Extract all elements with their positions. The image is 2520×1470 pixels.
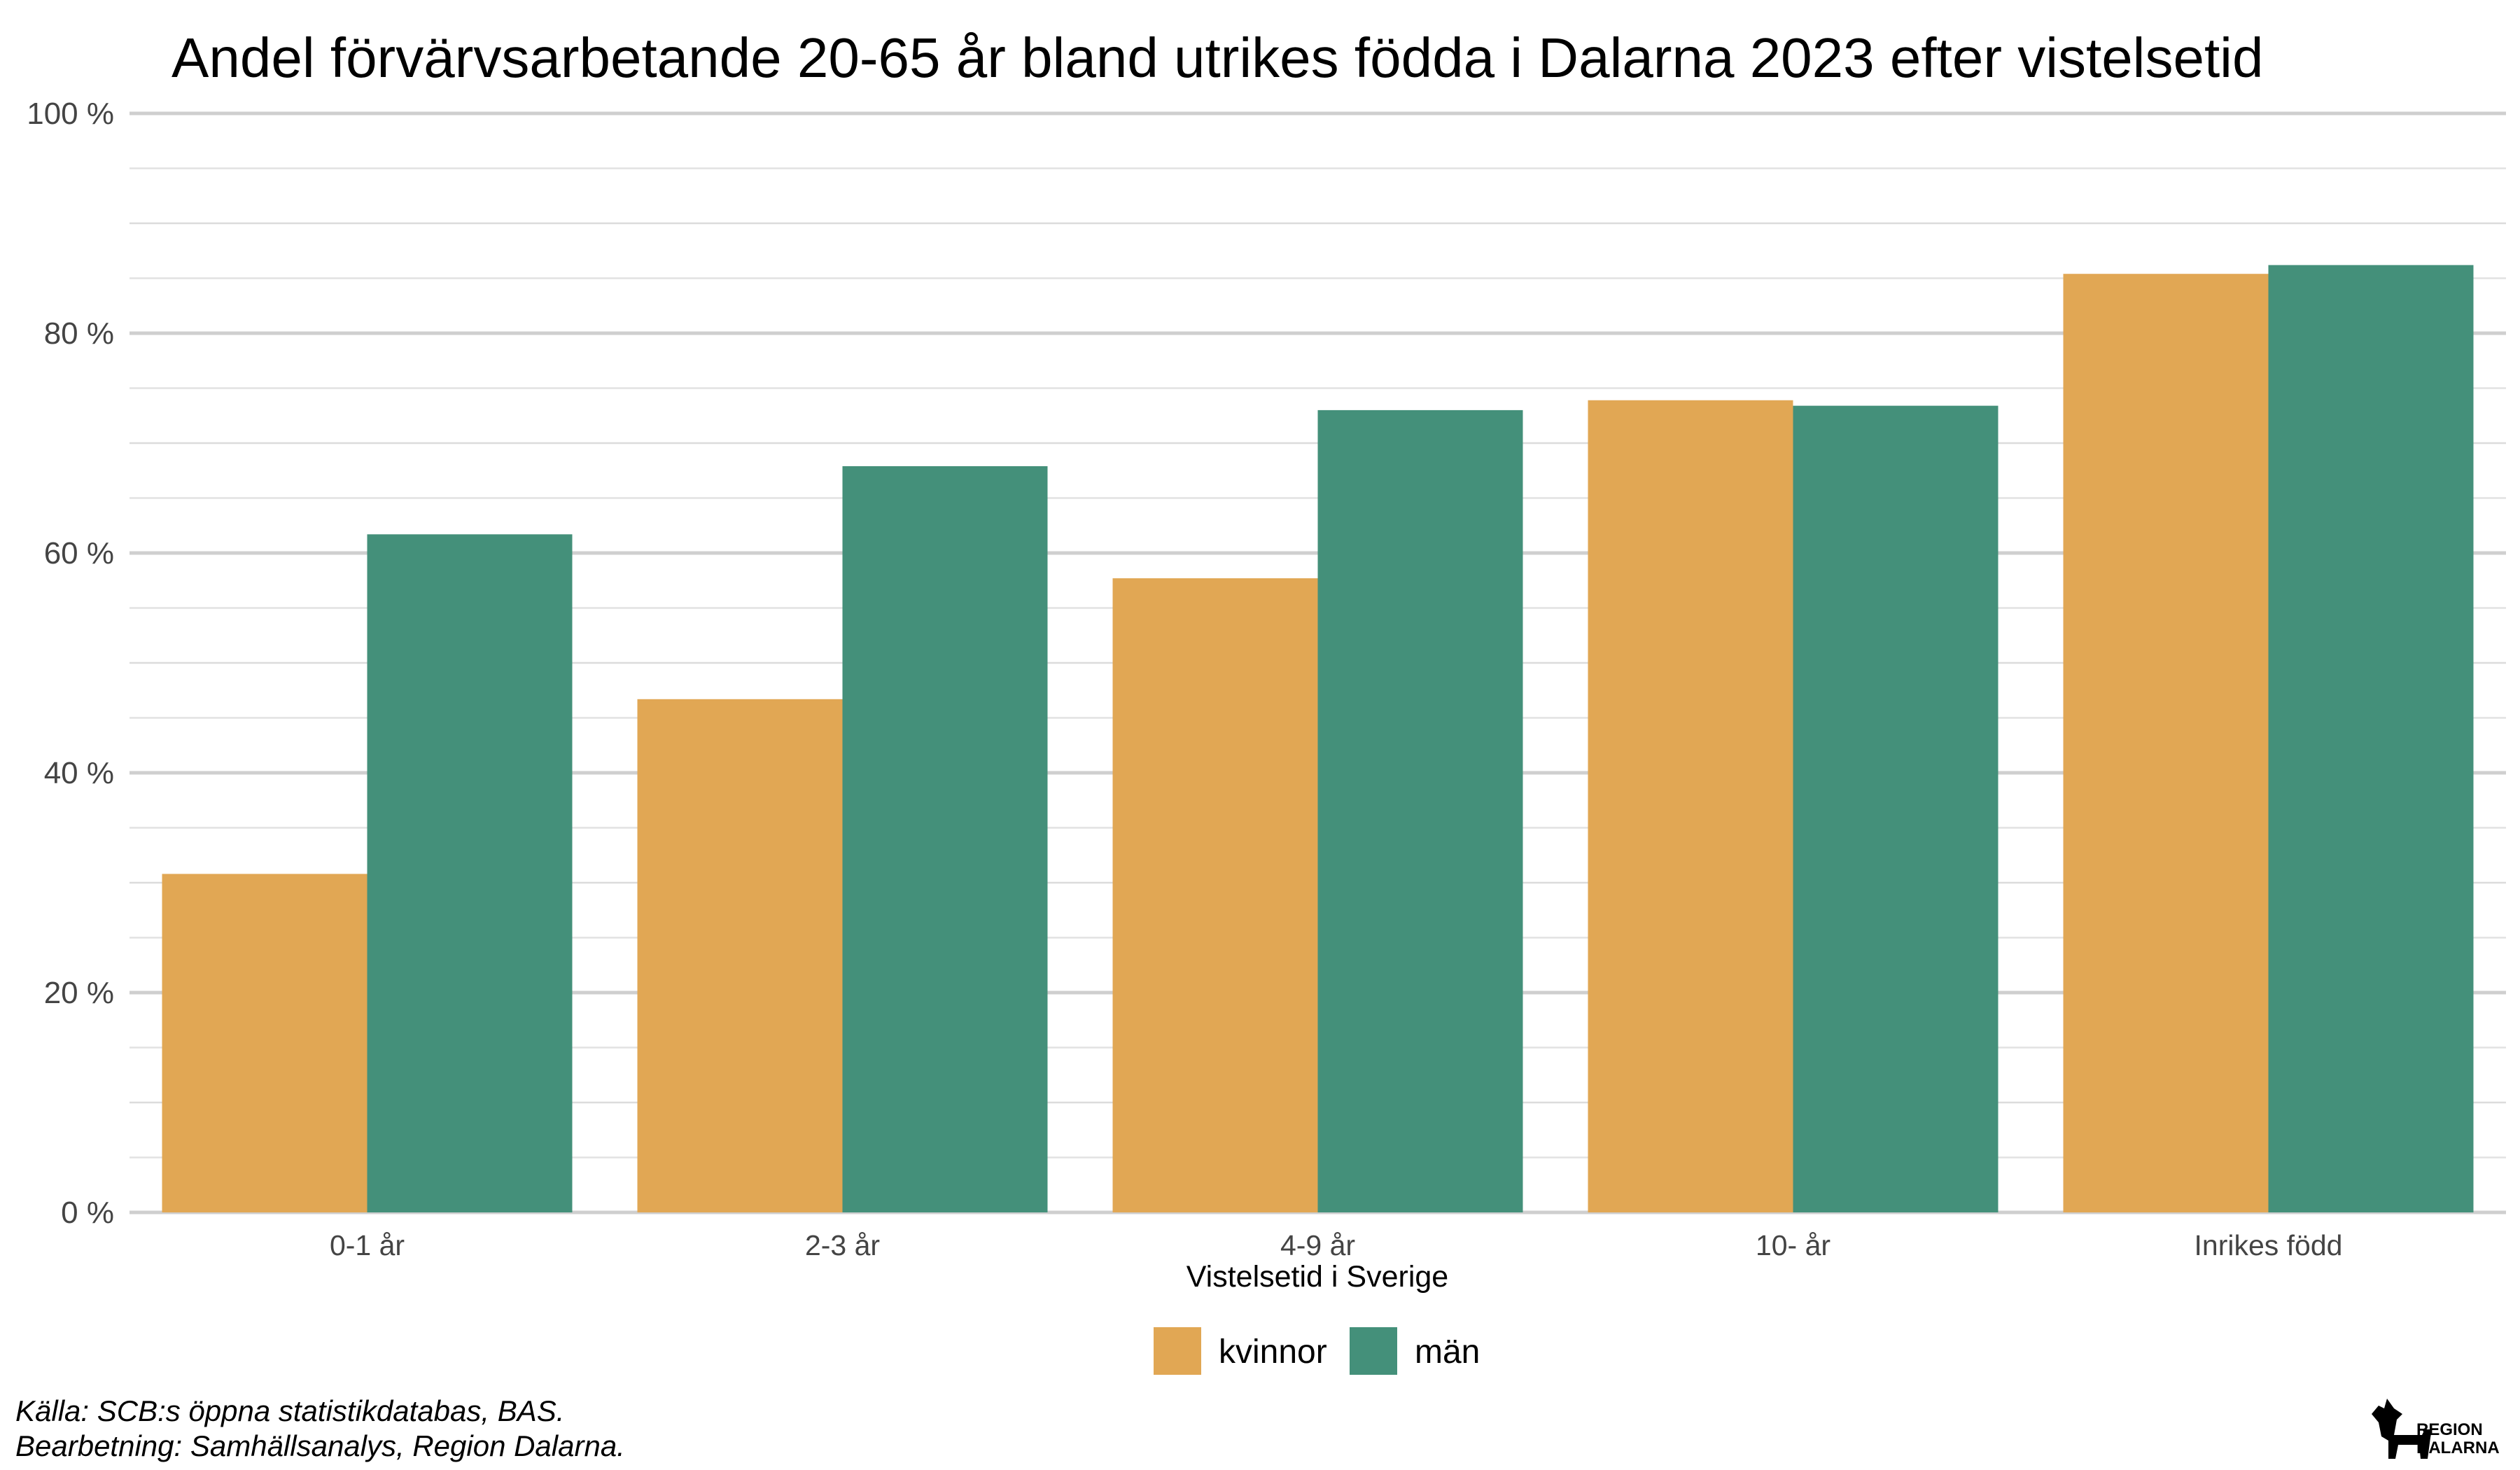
chart-title: Andel förvärvsarbetande 20-65 år bland u… bbox=[172, 27, 2263, 89]
legend-label-kvinnor: kvinnor bbox=[1219, 1334, 1327, 1371]
bar-man-4 bbox=[2268, 265, 2474, 1212]
bar-man-2 bbox=[1317, 410, 1523, 1212]
bar-kvinnor-0 bbox=[162, 874, 368, 1212]
bar-kvinnor-3 bbox=[1588, 400, 1793, 1212]
x-tick-label: 2-3 år bbox=[805, 1229, 880, 1261]
y-tick-label: 60 % bbox=[44, 536, 114, 570]
y-tick-label: 40 % bbox=[44, 756, 114, 790]
source-caption: Källa: SCB:s öppna statistikdatabas, BAS… bbox=[15, 1394, 564, 1427]
y-tick-label: 0 % bbox=[61, 1196, 114, 1230]
bars bbox=[162, 265, 2474, 1213]
logo-text-line1: REGION bbox=[2416, 1420, 2483, 1439]
processing-caption: Bearbetning: Samhällsanalys, Region Dala… bbox=[15, 1429, 625, 1462]
x-axis-label: Vistelsetid i Sverige bbox=[1186, 1260, 1448, 1294]
legend: kvinnor män bbox=[1154, 1327, 1480, 1375]
dala-horse-icon bbox=[2372, 1399, 2432, 1459]
bar-man-3 bbox=[1793, 405, 1998, 1212]
bar-man-1 bbox=[842, 465, 1048, 1212]
bar-kvinnor-2 bbox=[1112, 578, 1318, 1212]
legend-label-man: män bbox=[1415, 1334, 1480, 1371]
x-tick-label: Inrikes född bbox=[2194, 1229, 2343, 1261]
x-tick-label: 10- år bbox=[1756, 1229, 1830, 1261]
y-tick-label: 80 % bbox=[44, 316, 114, 351]
logo-text-line2: DALARNA bbox=[2416, 1438, 2500, 1457]
bar-kvinnor-4 bbox=[2063, 274, 2269, 1213]
y-axis-ticks: 0 % 20 % 40 % 60 % 80 % 100 % bbox=[27, 97, 114, 1230]
x-tick-label: 4-9 år bbox=[1280, 1229, 1355, 1261]
y-tick-label: 100 % bbox=[27, 97, 114, 131]
region-dalarna-logo: REGION DALARNA bbox=[2372, 1399, 2500, 1459]
x-axis-ticks: 0-1 år 2-3 år 4-9 år 10- år Inrikes född bbox=[330, 1229, 2343, 1261]
legend-swatch-man bbox=[1350, 1327, 1397, 1375]
bar-kvinnor-1 bbox=[637, 699, 843, 1212]
legend-swatch-kvinnor bbox=[1154, 1327, 1201, 1375]
bar-man-0 bbox=[367, 534, 573, 1212]
y-tick-label: 20 % bbox=[44, 976, 114, 1010]
x-tick-label: 0-1 år bbox=[330, 1229, 405, 1261]
